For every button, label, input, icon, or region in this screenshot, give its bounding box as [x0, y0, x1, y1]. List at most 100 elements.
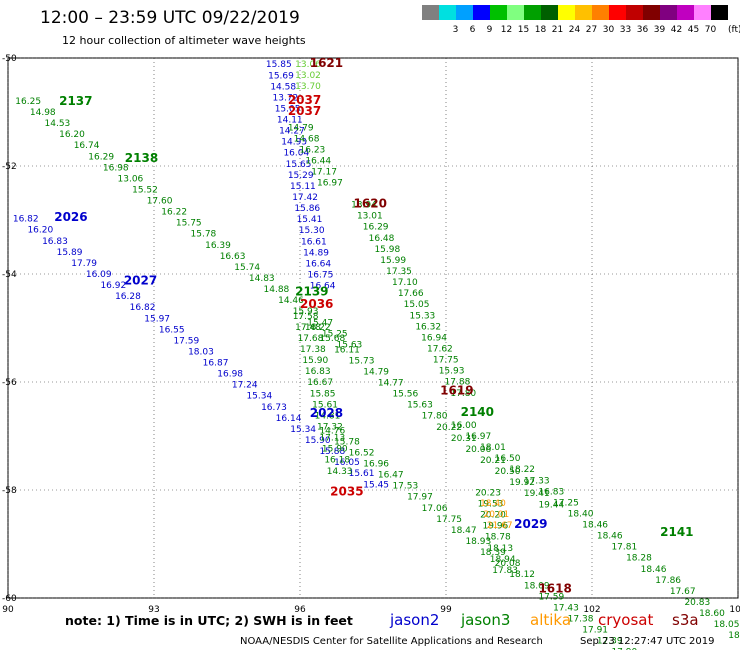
- track-id-label: 2029: [514, 517, 547, 531]
- wave-height-value: 14.46: [278, 296, 304, 306]
- wave-height-value: 16.14: [276, 414, 302, 424]
- wave-height-value: 17.42: [292, 193, 318, 203]
- legend-label: 3: [452, 25, 459, 35]
- generation-timestamp: Sep 23 12:27:47 UTC 2019: [580, 636, 715, 647]
- legend-swatch: [643, 5, 660, 20]
- wave-height-value: 15.41: [297, 215, 323, 225]
- wave-height-value: 17.43: [553, 603, 579, 613]
- wave-height-value: 17.39: [597, 637, 623, 647]
- wave-height-value: 16.32: [415, 322, 441, 332]
- legend-label: 33: [619, 25, 632, 35]
- legend-label: 9: [486, 25, 493, 35]
- lat-tick-label: -50: [2, 54, 17, 64]
- wave-height-value: 15.93: [293, 307, 319, 317]
- wave-height-value: 15.45: [363, 480, 389, 490]
- wave-height-value: 16.61: [301, 237, 327, 247]
- wave-height-value: 16.92: [100, 281, 126, 291]
- wave-height-value: 15.29: [288, 171, 314, 181]
- lat-tick-label: -56: [2, 378, 17, 388]
- wave-height-value: 15.56: [392, 390, 418, 400]
- wave-height-value: 20.23: [475, 488, 501, 498]
- wave-height-value: 17.66: [398, 289, 424, 299]
- wave-height-value: 16.20: [59, 130, 85, 140]
- wave-height-value: 15.90: [305, 436, 331, 446]
- wave-height-value: 20.22: [436, 423, 462, 433]
- satellite-label-s3a: s3a: [672, 611, 699, 629]
- wave-height-value: 18.22: [509, 465, 535, 475]
- track-id-label: 2139: [295, 285, 328, 299]
- wave-height-value: 16.18: [324, 456, 350, 466]
- map-frame: [7, 57, 739, 599]
- wave-height-value: 14.11: [277, 116, 303, 126]
- legend-label: 27: [585, 25, 598, 35]
- wave-height-value: 15.93: [439, 367, 465, 377]
- lon-tick-label: 102: [583, 605, 600, 615]
- wave-height-value: 20.06: [465, 445, 491, 455]
- wave-height-value: 16.22: [161, 208, 187, 218]
- wave-height-value: 18.60: [699, 609, 725, 619]
- wave-height-value: 16.05: [334, 458, 360, 468]
- wave-height-value: 18.28: [626, 554, 652, 564]
- wave-height-value: 18.05: [714, 620, 740, 630]
- wave-height-value: 18.40: [568, 509, 594, 519]
- wave-height-value: 17.53: [392, 482, 418, 492]
- wave-height-value: 15.33: [410, 311, 436, 321]
- wave-height-value: 15.34: [290, 425, 316, 435]
- wave-height-value: 14.53: [45, 119, 71, 129]
- map-title: 12:00 – 23:59 UTC 09/22/2019: [40, 8, 300, 28]
- wave-height-value: 17.17: [311, 168, 337, 178]
- legend-label: 30: [602, 25, 615, 35]
- wave-height-value: 15.63: [407, 401, 433, 411]
- wave-height-value: 14.79: [363, 367, 389, 377]
- wave-height-value: 18.78: [485, 533, 511, 543]
- lon-tick-label: 93: [148, 605, 159, 615]
- wave-height-value: 16.82: [13, 215, 39, 225]
- wave-height-value: 17.48: [295, 323, 321, 333]
- wave-height-value: 17.38: [300, 345, 326, 355]
- wave-height-value: 13.70: [295, 82, 321, 92]
- wave-height-value: 16.64: [310, 282, 336, 292]
- wave-height-value: 18.13: [487, 544, 513, 554]
- wave-height-value: 14.27: [279, 127, 305, 137]
- wave-height-value: 15.47: [307, 318, 333, 328]
- wave-height-value: 17.59: [538, 592, 564, 602]
- wave-height-value: 20.31: [451, 434, 477, 444]
- wave-height-value: 13.01: [357, 212, 383, 222]
- track-id-label: 2141: [660, 525, 693, 539]
- wave-height-value: 15.78: [191, 230, 217, 240]
- wave-height-value: 15.78: [334, 437, 360, 447]
- wave-height-value: 15.73: [349, 356, 375, 366]
- wave-height-value: 16.83: [42, 237, 68, 247]
- wave-height-value: 16.73: [261, 403, 287, 413]
- track-id-label: 2037: [288, 104, 321, 118]
- wave-height-value: 16.52: [349, 448, 375, 458]
- wave-height-value: 13.06: [118, 174, 144, 184]
- legend-swatch: [473, 5, 490, 20]
- legend-swatch: [677, 5, 694, 20]
- wave-height-value: 17.83: [492, 566, 518, 576]
- wave-height-value: 17.38: [568, 614, 594, 624]
- legend-swatch: [422, 5, 439, 20]
- legend-label: 70: [704, 25, 717, 35]
- lat-tick-label: -60: [2, 594, 17, 604]
- wave-height-value: 17.59: [173, 336, 199, 346]
- wave-height-value: 18.46: [641, 565, 667, 575]
- wave-height-value: 14.93: [281, 138, 307, 148]
- satellite-label-cryosat: cryosat: [598, 611, 654, 629]
- wave-height-value: 16.44: [305, 157, 331, 167]
- legend-swatch: [558, 5, 575, 20]
- legend-label: 12: [500, 25, 513, 35]
- legend-swatch: [575, 5, 592, 20]
- wave-height-value: 17.97: [407, 493, 433, 503]
- wave-height-value: 16.83: [305, 367, 331, 377]
- wave-height-value: 17.90: [611, 648, 637, 650]
- track-id-label: 2037: [288, 93, 321, 107]
- legend-label: 36: [636, 25, 649, 35]
- wave-height-value: 15.63: [337, 340, 363, 350]
- wave-height-value: 16.55: [159, 325, 185, 335]
- wave-height-value: 17.33: [524, 476, 550, 486]
- wave-height-value: 18.94: [490, 555, 516, 565]
- wave-height-value: 14.83: [249, 274, 275, 284]
- wave-height-value: 16.98: [103, 163, 129, 173]
- wave-height-value: 15.05: [275, 104, 301, 114]
